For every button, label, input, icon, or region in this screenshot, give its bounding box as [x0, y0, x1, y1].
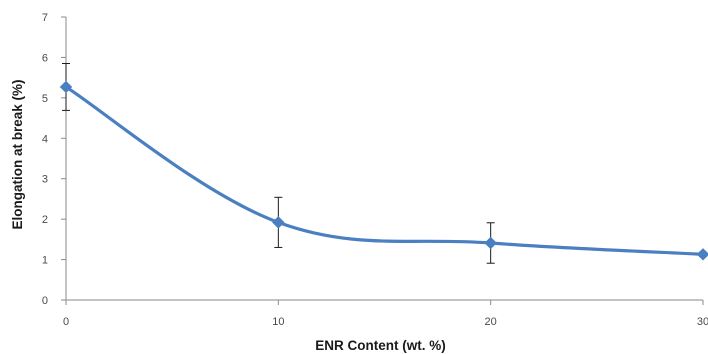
data-point: [696, 248, 708, 261]
series-line: [64, 85, 705, 256]
error-bars: [62, 62, 707, 264]
y-axis-title: Elongation at break (%): [10, 79, 25, 229]
y-tick-label: 5: [42, 93, 48, 105]
y-tick-label: 7: [42, 12, 48, 24]
data-point: [272, 216, 285, 229]
y-tick-label: 4: [42, 133, 48, 145]
data-markers: [59, 80, 708, 261]
y-axis-ticks: 0 1 2 3 4 5 6 7: [42, 12, 66, 307]
x-tick-label: 10: [272, 316, 284, 328]
y-tick-label: 0: [42, 295, 48, 307]
x-tick-label: 20: [485, 316, 497, 328]
y-tick-label: 2: [42, 214, 48, 226]
x-axis-ticks: 0 10 20 30: [63, 300, 708, 328]
x-tick-label: 0: [63, 316, 69, 328]
data-point: [59, 80, 73, 94]
y-tick-label: 3: [42, 174, 48, 186]
y-tick-label: 1: [42, 255, 48, 267]
plot-area: [65, 17, 703, 301]
x-tick-label: 30: [697, 316, 708, 328]
y-tick-label: 6: [42, 52, 48, 64]
data-point: [484, 236, 497, 250]
x-axis-title: ENR Content (wt. %): [315, 338, 446, 353]
